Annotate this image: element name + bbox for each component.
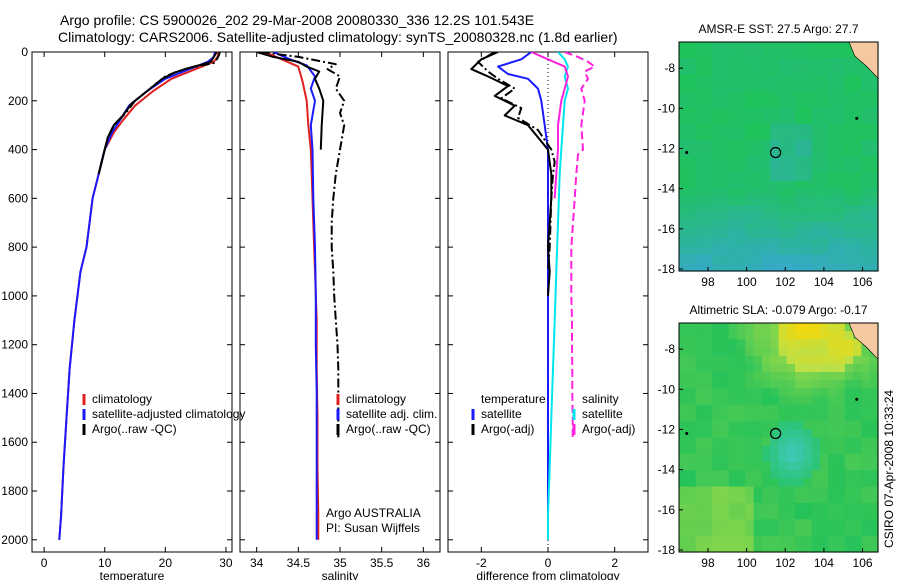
x-tick-label: 98 [701, 275, 715, 289]
x-axis-label: difference from climatology [476, 569, 619, 580]
y-tick-label: 1000 [1, 289, 28, 303]
x-tick-label: 102 [775, 556, 795, 570]
x-tick-label: 20 [159, 556, 173, 570]
series-line [260, 52, 346, 438]
y-tick-label: 1600 [1, 435, 28, 449]
x-tick-label: 36 [417, 556, 431, 570]
x-tick-label: 0 [41, 556, 48, 570]
x-tick-label: -2 [476, 556, 487, 570]
series-line [97, 52, 218, 175]
plot-frame [239, 51, 441, 553]
legend-entry: climatology [92, 392, 152, 406]
y-tick-label: -14 [658, 182, 676, 196]
map-field [679, 323, 879, 553]
series-line [97, 52, 221, 175]
x-tick-label: 104 [814, 275, 834, 289]
y-tick-label: -8 [664, 342, 675, 356]
series-line [470, 52, 553, 296]
island-marker [685, 431, 689, 435]
map-frame [678, 322, 879, 553]
series-line [497, 52, 549, 540]
series-line [58, 52, 216, 540]
x-tick-label: 104 [814, 556, 834, 570]
map-frame [678, 41, 879, 272]
y-tick-label: 600 [8, 191, 28, 205]
sst-map-panel: 98 100 102 104 106 -8 -10 -12 -14 -16 -18 AMSR-E SS… [658, 22, 879, 289]
legend-entry: satellite [582, 407, 623, 421]
annotation-text: PI: Susan Wijffels [326, 521, 420, 535]
x-tick-label: 10 [98, 556, 112, 570]
x-tick-label: 100 [737, 275, 757, 289]
map-title: AMSR-E SST: 27.5 Argo: 27.7 [698, 22, 858, 36]
x-tick-label: 30 [219, 556, 233, 570]
y-tick-label: 1800 [1, 484, 28, 498]
island-marker [685, 150, 689, 154]
sla-map-panel: 98 100 102 104 106 -8 -10 -12 -14 -16 -18 Altimetri… [658, 303, 879, 570]
y-tick-label: 200 [8, 94, 28, 108]
y-tick-label: 1200 [1, 338, 28, 352]
x-tick-label: 106 [853, 556, 873, 570]
y-tick-label: 2000 [1, 533, 28, 547]
island-marker [855, 116, 859, 120]
argo-position-marker [770, 146, 782, 159]
x-tick-label: 35.5 [370, 556, 394, 570]
y-tick-label: -10 [658, 101, 676, 115]
salinity-panel: 34 34.5 35 35.5 36 salinity climatologysatelli… [239, 51, 441, 580]
x-tick-label: 98 [701, 556, 715, 570]
legend-entry: Argo(..raw -QC) [92, 422, 177, 436]
x-tick-label: 0 [545, 556, 552, 570]
argo-position-marker [770, 427, 782, 440]
map-title: Altimetric SLA: -0.079 Argo: -0.17 [689, 303, 867, 317]
y-tick-label: -16 [658, 503, 676, 517]
plot-frame [31, 51, 233, 553]
y-tick-label: 800 [8, 240, 28, 254]
series-line [272, 52, 318, 540]
x-tick-label: 34 [250, 556, 264, 570]
x-axis-label: temperature [100, 569, 165, 580]
y-tick-label: -18 [658, 543, 676, 557]
figure-title-line1: Argo profile: CS 5900026_202 29-Mar-2008… [60, 12, 534, 28]
y-tick-label: -8 [664, 61, 675, 75]
legend-heading: salinity [582, 392, 619, 406]
csiro-timestamp: CSIRO 07-Apr-2008 10:33:24 [882, 390, 896, 548]
legend-heading: temperature [481, 392, 546, 406]
island-marker [855, 397, 859, 401]
series-line [564, 52, 596, 438]
x-tick-label: 35 [333, 556, 347, 570]
y-tick-label: -14 [658, 463, 676, 477]
x-axis-label: salinity [322, 569, 359, 580]
legend-entry: Argo(-adj) [582, 422, 635, 436]
x-tick-label: 106 [853, 275, 873, 289]
y-tick-label: -16 [658, 222, 676, 236]
y-tick-label: -18 [658, 262, 676, 276]
temperature-panel: 0 10 20 30 0 200 400 600 800 1000 1200 1400 1600 1800… [1, 45, 245, 580]
series-line [530, 52, 569, 199]
figure-title-line2: Climatology: CARS2006. Satellite-adjuste… [58, 29, 618, 45]
y-tick-label: -12 [658, 422, 676, 436]
legend-entry: Argo(..raw -QC) [346, 422, 431, 436]
y-tick-label: -10 [658, 382, 676, 396]
series-line [477, 52, 556, 272]
series-line [256, 52, 325, 150]
annotation-text: Argo AUSTRALIA [326, 506, 421, 520]
y-tick-label: 1400 [1, 386, 28, 400]
series-line [58, 52, 220, 540]
legend-entry: satellite adj. clim. [346, 407, 437, 421]
series-line [547, 52, 569, 540]
y-tick-label: -12 [658, 141, 676, 155]
x-tick-label: 100 [737, 556, 757, 570]
legend-entry: Argo(-adj) [481, 422, 534, 436]
x-tick-label: 102 [775, 275, 795, 289]
x-tick-label: 2 [611, 556, 618, 570]
legend-entry: satellite-adjusted climatology [92, 407, 245, 421]
x-tick-label: 34.5 [287, 556, 311, 570]
legend-entry: climatology [346, 392, 406, 406]
y-tick-label: 0 [21, 45, 28, 59]
legend-entry: satellite [481, 407, 522, 421]
y-tick-label: 400 [8, 143, 28, 157]
